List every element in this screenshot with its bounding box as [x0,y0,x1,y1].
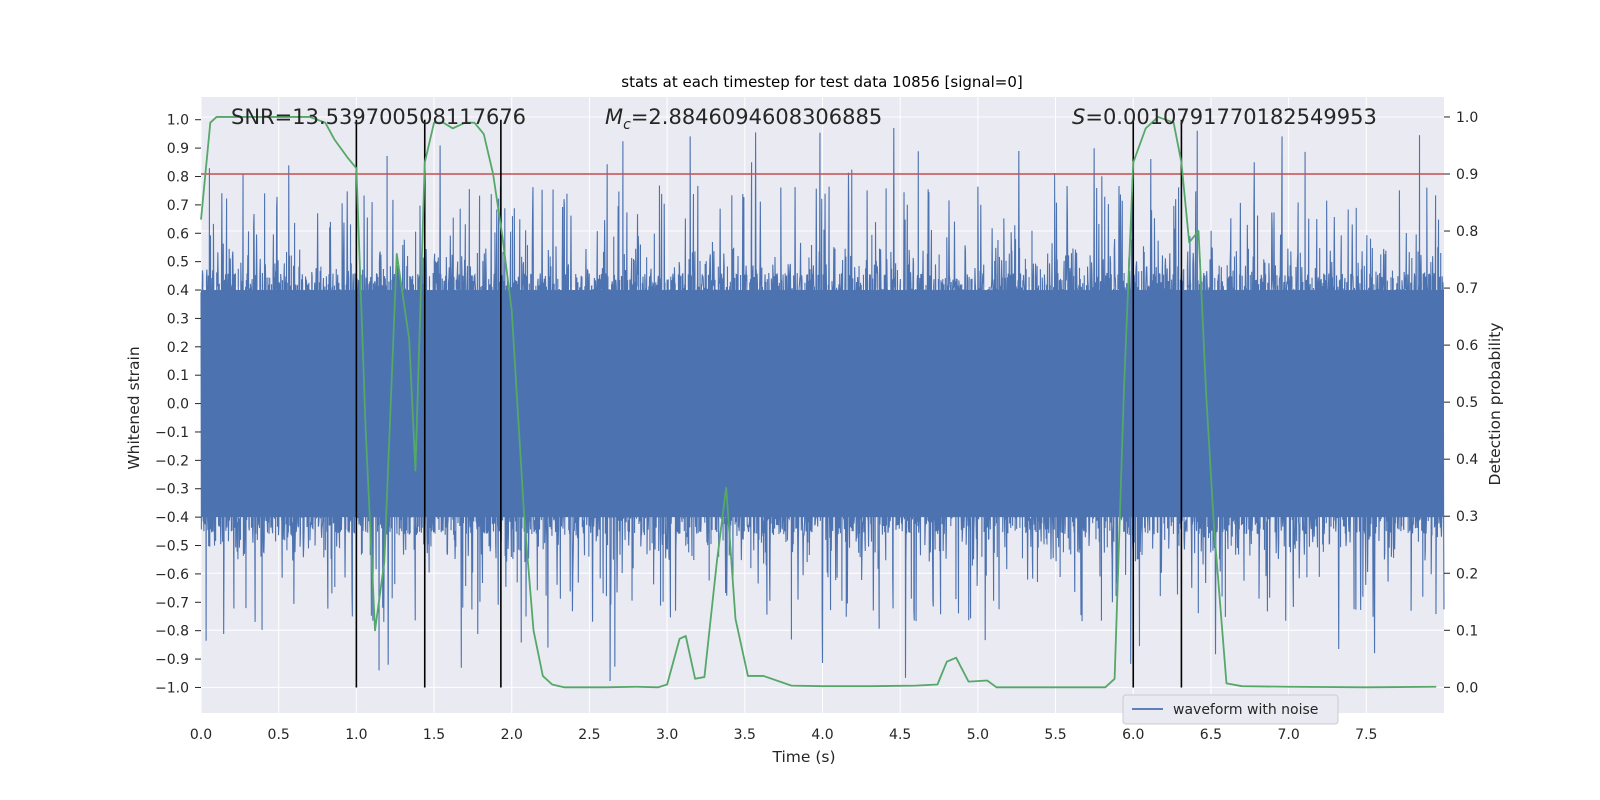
y-right-axis-ticks: 1.0 0.9 0.8 0.7 0.6 0.5 0.4 0.3 0.2 0.1 0.0 [1444,110,1478,696]
y-right-tick-label: 0.6 [1456,338,1478,354]
y-left-tick-label: 0.0 [167,397,189,413]
x-tick-label: 4.5 [889,727,911,743]
y-right-tick-label: 0.7 [1456,281,1478,297]
legend-label: waveform with noise [1173,702,1318,718]
s-symbol: S [1072,105,1085,129]
detection-probability-series [200,116,1437,689]
s-annotation: S=0.0010791770182549953 [1072,105,1377,129]
x-tick-label: 1.0 [345,727,367,743]
y-left-tick-label: −0.6 [155,567,189,583]
y-right-tick-label: 1.0 [1456,110,1478,126]
y-left-tick-label: 0.4 [167,283,189,299]
y-left-tick-label: −0.8 [155,624,189,640]
chirp-mass-value: =2.8846094608306885 [631,105,882,129]
chirp-mass-subscript: c [623,117,631,133]
x-tick-label: 4.0 [811,727,833,743]
y-left-tick-label: −0.3 [155,482,189,498]
x-tick-label: 6.5 [1200,727,1222,743]
y-left-tick-label: 1.0 [167,113,189,129]
x-tick-label: 0.5 [268,727,290,743]
x-tick-label: 1.5 [423,727,445,743]
y-right-axis-label: Detection probability [1486,323,1504,486]
y-left-tick-label: −0.7 [155,595,189,611]
y-right-tick-label: 0.1 [1456,623,1478,639]
y-left-tick-label: 0.1 [167,368,189,384]
legend-box [1122,694,1339,725]
x-tick-label: 3.5 [734,727,756,743]
y-right-tick-label: 0.5 [1456,395,1478,411]
x-tick-label: 5.5 [1044,727,1066,743]
chirp-mass-symbol: M [605,105,623,129]
x-tick-label: 5.0 [967,727,989,743]
y-left-tick-label: 0.9 [167,141,189,157]
probability-line [200,116,1437,689]
y-left-tick-label: 0.3 [167,311,189,327]
y-left-tick-label: −1.0 [155,680,189,696]
y-left-tick-label: 0.7 [167,198,189,214]
x-tick-label: 3.0 [656,727,678,743]
x-tick-label: 2.5 [578,727,600,743]
vertical-markers [355,119,1183,688]
y-left-axis-ticks: 1.0 0.9 0.8 0.7 0.6 0.5 0.4 0.3 0.2 0.1 0.0 −0.1 −0.… [155,113,201,696]
y-right-tick-label: 0.2 [1456,566,1478,582]
y-left-tick-label: −0.9 [155,652,189,668]
y-right-tick-label: 0.3 [1456,509,1478,525]
x-tick-label: 6.0 [1122,727,1144,743]
y-left-tick-label: −0.5 [155,539,189,555]
chirp-mass-annotation: Mc=2.8846094608306885 [605,105,882,133]
x-tick-label: 7.5 [1355,727,1377,743]
y-right-tick-label: 0.4 [1456,452,1478,468]
x-axis-ticks: 0.0 0.5 1.0 1.5 2.0 2.5 3.0 3.5 4.0 4.5 5.0 5.5 6.0 6… [190,727,1378,743]
y-right-tick-label: 0.8 [1456,224,1478,240]
s-value: =0.0010791770182549953 [1085,105,1377,129]
x-tick-label: 7.0 [1277,727,1299,743]
y-left-tick-label: 0.6 [167,226,189,242]
y-left-tick-label: −0.1 [155,425,189,441]
snr-annotation: SNR=13.539700508117676 [231,105,526,129]
y-left-tick-label: −0.2 [155,453,189,469]
x-axis-label: Time (s) [771,748,835,766]
x-tick-label: 2.0 [501,727,523,743]
y-left-tick-label: 0.2 [167,340,189,356]
y-left-tick-label: 0.5 [167,255,189,271]
chart-title: stats at each timestep for test data 108… [621,73,1022,91]
y-left-tick-label: −0.4 [155,510,189,526]
legend: waveform with noise [1122,694,1339,725]
y-right-tick-label: 0.9 [1456,167,1478,183]
x-tick-label: 0.0 [190,727,212,743]
y-right-tick-label: 0.0 [1456,680,1478,696]
y-left-tick-label: 0.8 [167,169,189,185]
y-left-axis-label: Whitened strain [125,346,143,469]
